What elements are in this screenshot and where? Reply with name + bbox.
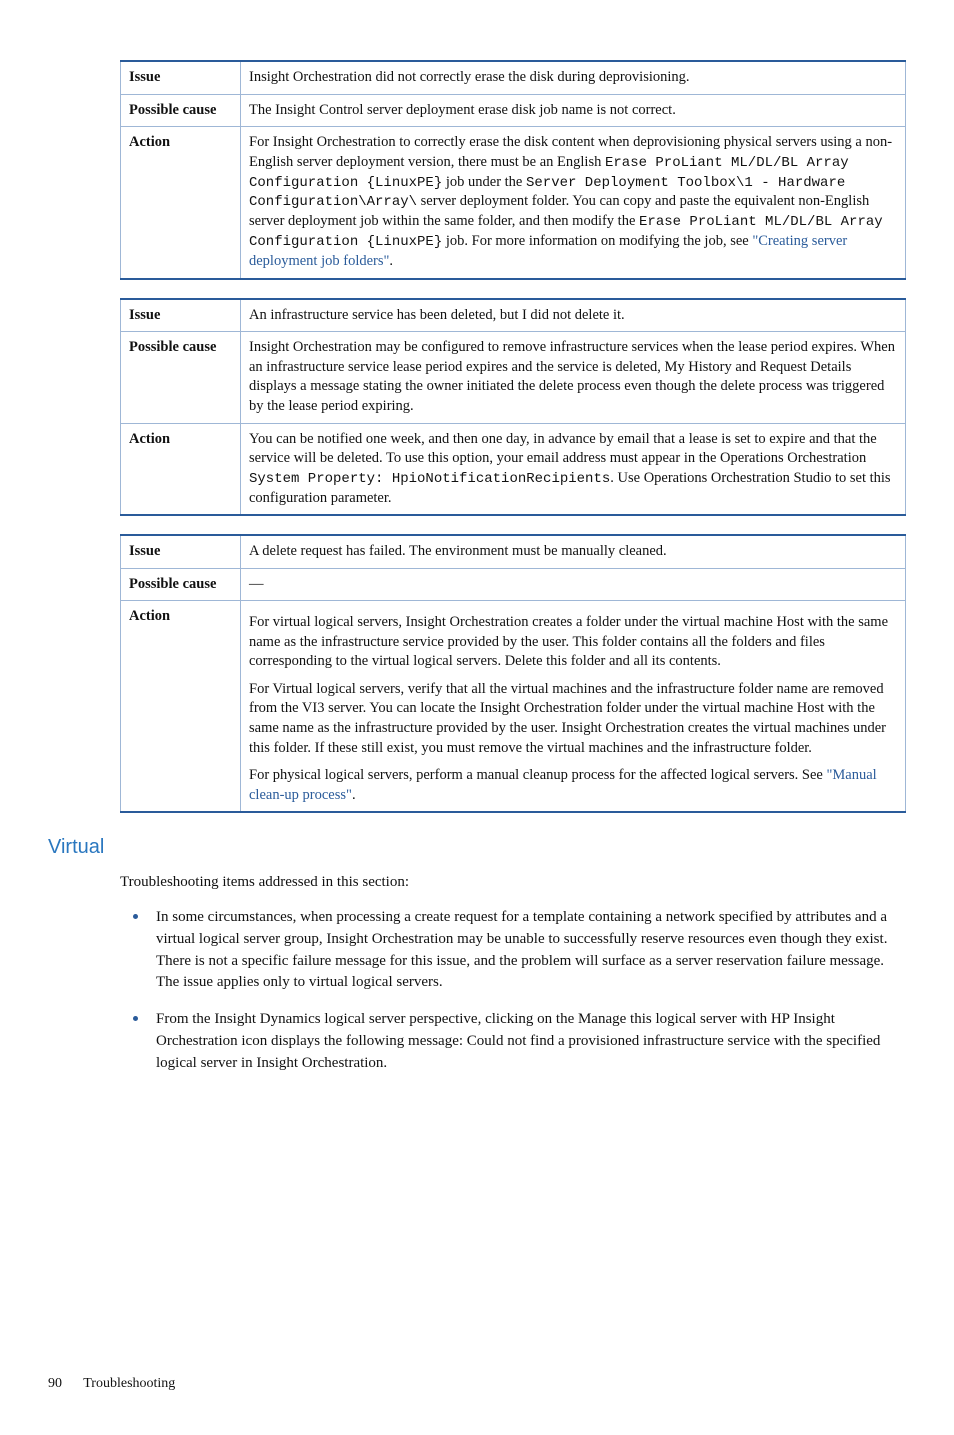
row-content: Insight Orchestration did not correctly … — [241, 61, 906, 94]
row-label: Possible cause — [121, 94, 241, 127]
table-row: ActionFor Insight Orchestration to corre… — [121, 127, 906, 279]
page-number: 90 — [48, 1374, 62, 1394]
row-label: Action — [121, 127, 241, 279]
section-intro: Troubleshooting items addressed in this … — [120, 872, 906, 894]
row-content: You can be notified one week, and then o… — [241, 423, 906, 515]
row-content: For virtual logical servers, Insight Orc… — [241, 601, 906, 813]
row-label: Action — [121, 423, 241, 515]
row-label: Possible cause — [121, 568, 241, 601]
list-item: From the Insight Dynamics logical server… — [150, 1004, 906, 1074]
list-item: In some circumstances, when processing a… — [150, 902, 906, 994]
row-label: Issue — [121, 535, 241, 568]
row-content: The Insight Control server deployment er… — [241, 94, 906, 127]
footer-title: Troubleshooting — [83, 1376, 175, 1391]
table-row: Possible causeInsight Orchestration may … — [121, 332, 906, 423]
issue-table: IssueAn infrastructure service has been … — [120, 298, 906, 516]
row-content: For Insight Orchestration to correctly e… — [241, 127, 906, 279]
row-label: Possible cause — [121, 332, 241, 423]
row-label: Action — [121, 601, 241, 813]
table-row: ActionFor virtual logical servers, Insig… — [121, 601, 906, 813]
row-label: Issue — [121, 61, 241, 94]
row-content: Insight Orchestration may be configured … — [241, 332, 906, 423]
table-row: IssueAn infrastructure service has been … — [121, 299, 906, 332]
table-row: ActionYou can be notified one week, and … — [121, 423, 906, 515]
table-row: IssueA delete request has failed. The en… — [121, 535, 906, 568]
issue-table: IssueA delete request has failed. The en… — [120, 534, 906, 813]
table-row: Possible cause— — [121, 568, 906, 601]
table-row: Possible causeThe Insight Control server… — [121, 94, 906, 127]
table-row: IssueInsight Orchestration did not corre… — [121, 61, 906, 94]
row-content: An infrastructure service has been delet… — [241, 299, 906, 332]
row-label: Issue — [121, 299, 241, 332]
row-content: A delete request has failed. The environ… — [241, 535, 906, 568]
issue-table: IssueInsight Orchestration did not corre… — [120, 60, 906, 280]
bullet-list: In some circumstances, when processing a… — [120, 902, 906, 1074]
section-heading: Virtual — [48, 833, 906, 862]
page-footer: 90 Troubleshooting — [48, 1374, 906, 1394]
row-content: — — [241, 568, 906, 601]
